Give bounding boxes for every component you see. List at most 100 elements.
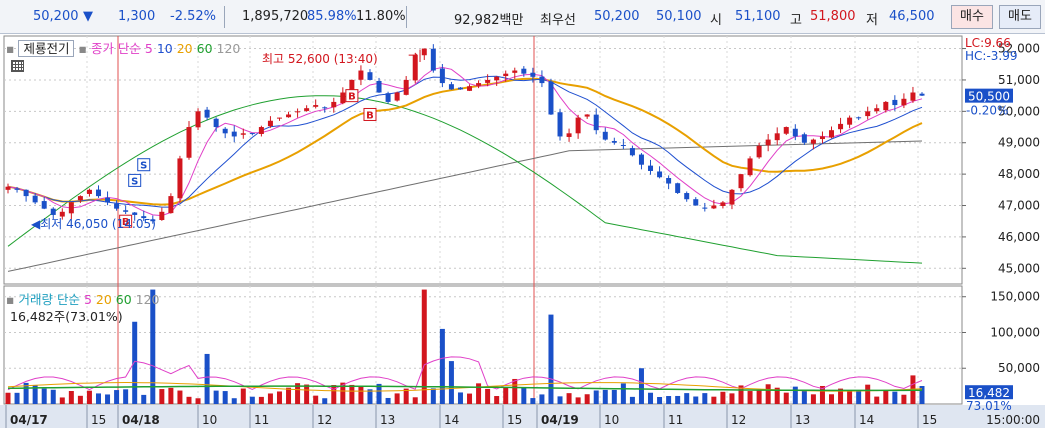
volume-bar [186, 396, 192, 404]
signal-marker [119, 214, 133, 228]
price-volume-chart[interactable]: 52,000 51,000 50,000 49,000 48,000 47,000 46,0… [0, 34, 1045, 428]
candle-body [765, 139, 771, 146]
volume-bar [448, 361, 454, 404]
x-tick-label: 11 [668, 413, 683, 427]
candle-body [883, 101, 889, 111]
volume-bar [141, 394, 147, 404]
volume-bar [159, 389, 165, 404]
volume-bar [765, 384, 771, 404]
volume-bar [322, 398, 328, 404]
volume-value: 1,895,720 [242, 9, 309, 24]
volume-bar [304, 384, 310, 404]
chart-area[interactable]: 52,000 51,000 50,000 49,000 48,000 47,000 46,0… [0, 34, 1045, 428]
volume-bar [195, 398, 201, 404]
ma-120: 120 [216, 41, 241, 56]
current-price-tag-text: 50,500 [968, 90, 1010, 104]
volume-bar [648, 392, 654, 404]
turnover-value: 11.80% [356, 9, 406, 24]
x-tick-label: 04/18 [122, 413, 160, 427]
volume-bar [602, 389, 608, 404]
hc-label: HC:-3.99 [965, 49, 1018, 63]
volume-bar [258, 396, 264, 404]
trade-amount: 92,982백만 [454, 13, 524, 28]
volume-bar [86, 390, 92, 404]
candle-body [792, 128, 798, 137]
volume-bar [865, 384, 871, 404]
candle-body [340, 92, 346, 104]
volume-bar [23, 382, 29, 404]
x-tick-label: 13 [380, 413, 395, 427]
candle-body [657, 171, 663, 178]
volume-bar [168, 387, 174, 404]
down-arrow-icon: ▼ [83, 9, 93, 24]
quote-bar: 50,200 ▼ 1,300 -2.52% 1,895,720 85.98% 1… [0, 0, 1045, 34]
candle-body [638, 154, 644, 165]
candle-body [231, 131, 237, 137]
buy-button[interactable]: 매수 [951, 5, 993, 29]
volume-bar [95, 393, 101, 404]
candle-body [14, 188, 20, 190]
candle-body [666, 177, 672, 184]
candle-body [593, 114, 599, 131]
candle-body [557, 112, 563, 137]
vol-ma-60: 60 [115, 292, 132, 307]
volume-bar [783, 392, 789, 404]
current-pct-tag: -0.20% [966, 104, 1008, 118]
candle-body [675, 183, 681, 193]
volume-bar [548, 314, 554, 404]
candle-body [702, 207, 708, 209]
volume-bar [421, 289, 427, 404]
x-tick-label: 04/17 [10, 413, 48, 427]
volume-bar [50, 389, 56, 404]
signal-marker [363, 107, 377, 121]
candle-body [901, 98, 907, 106]
volume-bar [213, 390, 219, 404]
volume-tick-label: 50,000 [998, 361, 1040, 375]
candle-body [910, 92, 916, 101]
volume-ma5-line [7, 356, 923, 391]
x-tick-label: 12 [731, 413, 746, 427]
low-price: 46,500 [889, 9, 935, 24]
volume-bar [32, 385, 38, 404]
volume-bar [132, 321, 138, 404]
low-annotation: ◀최저 46,050 (14:05) [31, 217, 156, 231]
ma-20: 20 [176, 41, 193, 56]
candle-body [801, 134, 807, 143]
candle-body [838, 123, 844, 130]
price-tick-label: 45,000 [998, 261, 1040, 275]
volume-bar [521, 387, 527, 404]
candle-body [494, 76, 500, 81]
low-annotation-text: 최저 46,050 (14:05) [40, 217, 156, 231]
volume-bar [856, 391, 862, 404]
candle-body [385, 93, 391, 102]
candle-body [476, 83, 482, 86]
volume-bar [385, 397, 391, 404]
candle-body [177, 158, 183, 199]
candle-body [213, 118, 219, 128]
volume-current: 16,482주(73.01%) [10, 309, 123, 324]
volume-bar [412, 397, 418, 404]
price-tick-label: 51,000 [998, 73, 1040, 87]
x-tick-label: 13 [795, 413, 810, 427]
signal-marker-label: S [140, 161, 147, 172]
price-tick-label: 52,000 [998, 42, 1040, 56]
current-price: 50,200 [33, 9, 79, 24]
ratio-value: 85.98% [307, 9, 357, 24]
stock-name[interactable]: 제룡전기 [18, 40, 75, 57]
volume-bar [675, 395, 681, 404]
candle-body [539, 76, 545, 84]
candle-body [457, 87, 463, 90]
high-annotation: 최고 52,600 (13:40) [262, 52, 378, 66]
candle-body [693, 199, 699, 206]
volume-bar [467, 393, 473, 404]
volume-legend: ▪ 거래량 단순 5 20 60 120 [6, 289, 160, 308]
grid-icon[interactable] [11, 60, 24, 72]
volume-bar [512, 378, 518, 404]
volume-bar [331, 385, 337, 404]
x-axis-bar [0, 405, 1045, 428]
volume-bar [838, 388, 844, 404]
best-quote-label: 최우선 [540, 13, 576, 28]
price-change: 1,300 [118, 9, 156, 24]
sell-button[interactable]: 매도 [999, 5, 1041, 29]
candle-body [358, 70, 364, 80]
